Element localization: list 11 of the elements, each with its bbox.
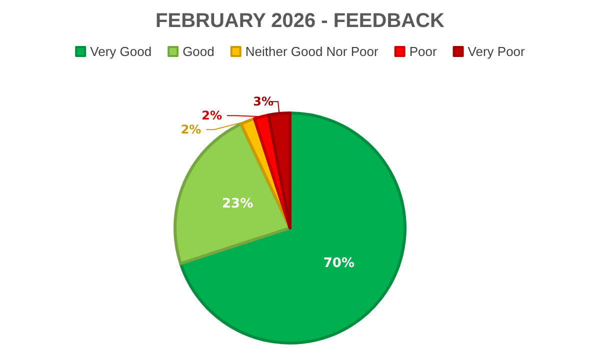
- data-label: 2%: [202, 108, 222, 123]
- legend-label: Poor: [409, 44, 438, 59]
- legend-label: Neither Good Nor Poor: [245, 44, 379, 59]
- data-label: 70%: [323, 256, 355, 272]
- legend-label: Very Good: [90, 44, 152, 59]
- legend-label: Good: [182, 44, 214, 59]
- data-label: 23%: [222, 196, 254, 212]
- data-label: 3%: [253, 94, 274, 109]
- legend-label: Very Poor: [468, 44, 526, 59]
- data-label: 2%: [180, 122, 202, 137]
- chart-title: FEBRUARY 2026 - FEEDBACK: [156, 10, 446, 32]
